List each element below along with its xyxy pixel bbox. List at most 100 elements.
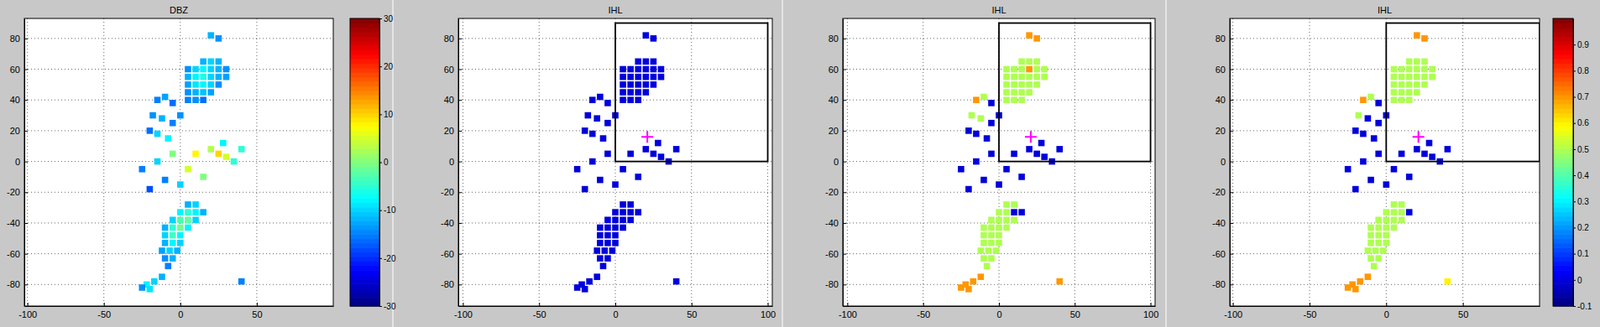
echo-cell <box>593 247 601 255</box>
tick-mark <box>458 284 462 286</box>
echo-cell <box>634 81 642 89</box>
echo-cell <box>1033 73 1041 81</box>
tick-mark <box>923 303 925 307</box>
echo-cell <box>619 224 627 232</box>
echo-cell <box>593 115 601 122</box>
colorbar-swatch <box>1552 144 1574 150</box>
echo-cell <box>980 94 988 101</box>
panel-separator <box>781 0 784 327</box>
tick: 20 <box>828 125 847 136</box>
tick-label: -50 <box>1303 309 1318 320</box>
echo-cell <box>199 209 207 216</box>
echo-cell <box>965 186 973 194</box>
colorbar-swatch <box>1552 270 1574 276</box>
echo-cell <box>215 73 223 81</box>
tick-mark <box>458 254 462 256</box>
echo-cell <box>965 127 973 135</box>
echo-cell <box>1375 240 1382 247</box>
background <box>0 0 1600 327</box>
echo-cell <box>164 263 172 271</box>
echo-cell <box>1383 216 1391 224</box>
echo-cell <box>238 146 246 153</box>
axis-line <box>458 19 460 308</box>
tick-label: 0.1 <box>1577 249 1590 259</box>
echo-cell <box>1398 96 1406 104</box>
tick: 60 <box>1215 64 1234 75</box>
colorbar-swatch <box>350 220 380 226</box>
echo-cell <box>1025 81 1033 89</box>
tick-label: 20 <box>1215 125 1226 136</box>
tick-label: 50 <box>686 309 697 320</box>
tick: -40 <box>825 218 847 229</box>
echo-cell <box>199 73 207 81</box>
echo-cell <box>988 255 995 262</box>
grid-line <box>922 18 924 307</box>
echo-cell <box>604 216 612 224</box>
colorbar-swatch <box>350 113 380 119</box>
tick-mark <box>1463 303 1465 307</box>
colorbar-swatch <box>350 180 380 186</box>
tick-label: -50 <box>916 309 931 320</box>
echo-cell <box>1398 201 1406 209</box>
echo-cell <box>1367 177 1375 184</box>
tick: 0 <box>612 303 618 320</box>
tick: 40 <box>444 94 462 105</box>
echo-cell <box>192 209 199 216</box>
axis: -30-20-100102030 <box>379 14 397 312</box>
echo-cell <box>215 66 223 74</box>
echo-cell <box>1010 151 1018 158</box>
colorbar-swatch <box>350 279 380 285</box>
echo-cell <box>1383 224 1391 232</box>
echo-cell <box>965 286 973 293</box>
echo-cell <box>627 209 634 216</box>
echo-cell <box>983 135 991 142</box>
colorbar-swatch <box>1552 283 1574 289</box>
echo-cell <box>192 81 199 89</box>
grid-line <box>1229 37 1540 39</box>
tick: -100 <box>1223 303 1243 320</box>
colorbar-swatch <box>1552 36 1574 42</box>
colorbar-swatch <box>350 135 380 141</box>
colorbar-swatch <box>350 94 380 100</box>
colorbar-swatch <box>1552 72 1574 78</box>
echo-cell <box>988 120 995 127</box>
tick: -30 <box>379 302 397 312</box>
echo-cell <box>169 232 177 240</box>
echo-cell <box>162 255 169 262</box>
echo-cell <box>1018 81 1025 89</box>
colorbar-swatch <box>1552 239 1574 245</box>
axis: -80-60-40-20020406080 <box>825 19 847 308</box>
axis: -80-60-40-20020406080 <box>440 19 462 308</box>
echo-cell <box>968 112 976 120</box>
colorbar-swatch <box>350 203 380 209</box>
echo-cell <box>154 130 162 138</box>
figure: -100-50050-80-60-40-20020406080DBZ-30-20… <box>0 0 1600 327</box>
echo-cell <box>1428 66 1436 74</box>
colorbar-swatch <box>1552 58 1574 64</box>
tick-mark <box>1573 227 1576 229</box>
echo-cell <box>627 81 634 89</box>
colorbar-swatch <box>350 153 380 159</box>
tick: 0 <box>996 303 1002 320</box>
tick-label: 80 <box>444 33 455 44</box>
echo-cell <box>600 135 607 142</box>
echo-cell <box>1406 58 1413 66</box>
panel-separator <box>392 0 394 327</box>
tick-label: -80 <box>6 279 21 290</box>
colorbar-swatch <box>1552 211 1574 217</box>
echo-cell <box>1003 88 1010 96</box>
echo-cell <box>1010 209 1018 216</box>
echo-cell <box>1010 81 1018 89</box>
echo-cell <box>596 232 604 240</box>
echo-cell <box>199 58 207 66</box>
echo-cell <box>634 173 642 181</box>
tick: -0.1 <box>1573 302 1593 312</box>
echo-cell <box>619 201 627 209</box>
axis: -80-60-40-20020406080 <box>1212 19 1234 308</box>
echo-cell <box>1421 66 1428 74</box>
colorbar-swatch <box>350 121 380 127</box>
region-box <box>615 23 769 163</box>
tick-label: 0 <box>1384 309 1390 320</box>
tick-mark <box>379 114 382 116</box>
echo-cell <box>1010 73 1018 81</box>
